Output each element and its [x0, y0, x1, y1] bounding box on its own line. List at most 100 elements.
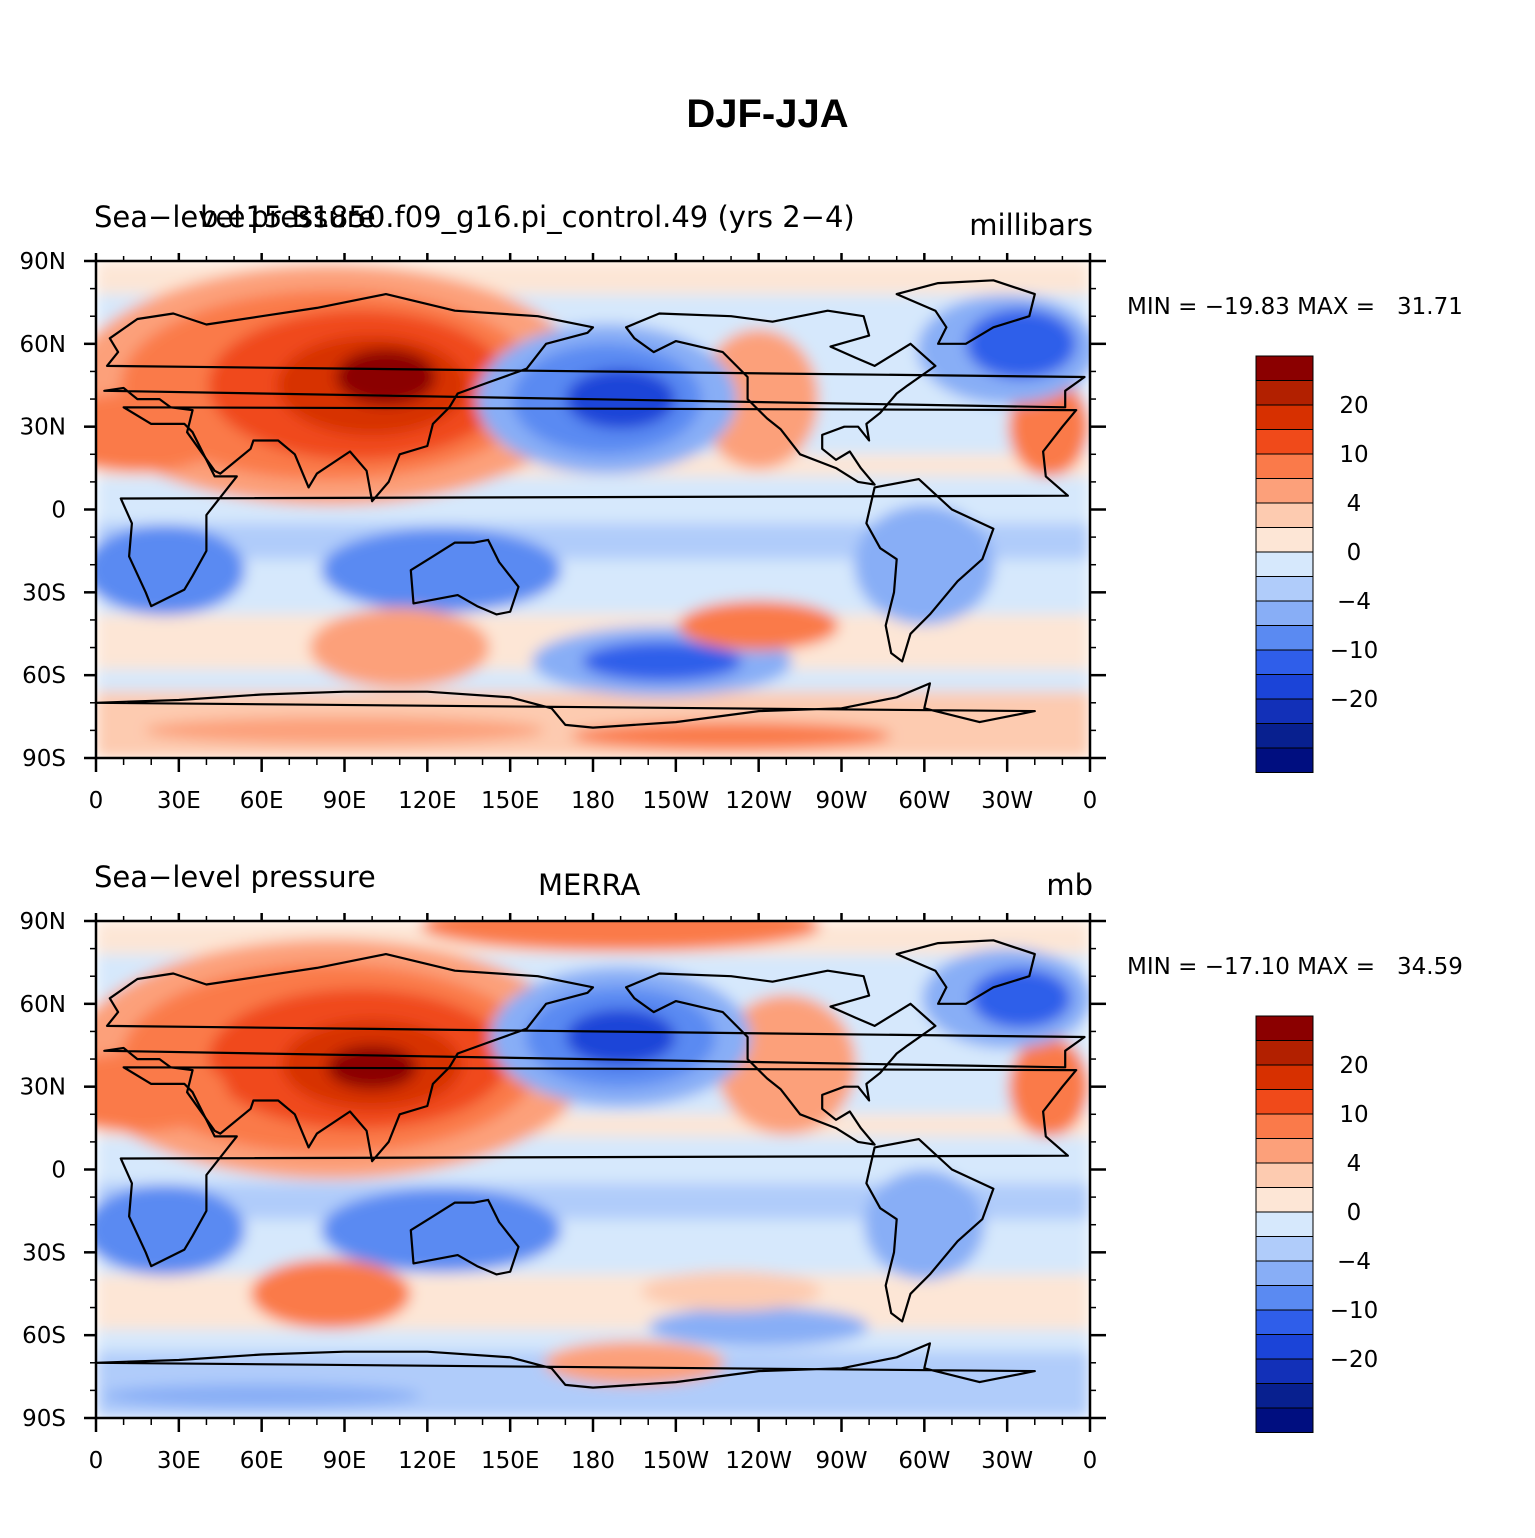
pressure-anomaly-region: [1008, 1036, 1089, 1137]
colorbar-label: −4: [1337, 589, 1371, 615]
lon-tick-label: 150W: [643, 788, 710, 814]
colorbar-swatch: [1255, 1064, 1314, 1090]
lat-tick-label: 60N: [20, 992, 66, 1018]
lat-tick-label: 30S: [22, 1240, 66, 1266]
lon-tick-label: 120E: [398, 1448, 456, 1474]
colorbar-swatch: [1255, 1236, 1314, 1262]
colorbar-label: 0: [1347, 1200, 1362, 1226]
pressure-anomaly-region: [250, 1258, 411, 1329]
panel-right-string: mb: [1046, 868, 1093, 902]
colorbar-swatch: [1255, 1309, 1314, 1335]
lat-tick-label: 90S: [22, 746, 66, 772]
colorbar-swatch: [1255, 1285, 1314, 1311]
africa-coastline: [119, 1066, 1078, 1268]
pressure-anomaly-region: [96, 1052, 228, 1133]
south-america-coastline: [865, 1138, 995, 1323]
pressure-anomaly-region: [96, 1185, 246, 1276]
south-america-coastline: [865, 478, 995, 663]
colorbar-label: 0: [1347, 540, 1362, 566]
colorbar-swatch: [1255, 502, 1314, 528]
lon-tick-label: 60W: [898, 1448, 950, 1474]
colorbar-swatch: [1255, 649, 1314, 675]
pressure-anomaly-region: [309, 607, 490, 688]
lon-tick-label: 0: [89, 1448, 104, 1474]
lat-tick-label: 90N: [20, 249, 66, 275]
main-title: DJF-JJA: [686, 92, 849, 136]
lon-tick-label: 0: [89, 788, 104, 814]
colorbar-swatch: [1255, 429, 1314, 455]
colorbar-label: 4: [1347, 1151, 1362, 1177]
lon-tick-label: 120W: [725, 1448, 792, 1474]
lat-tick-label: 30S: [22, 580, 66, 606]
lon-tick-label: 150E: [481, 1448, 539, 1474]
north-america-coastline: [625, 969, 937, 1146]
lon-tick-label: 180: [571, 1448, 615, 1474]
australia-coastline: [409, 1198, 520, 1276]
lon-tick-label: 90W: [815, 788, 867, 814]
map-plot-model: 90N 60N 30N 0 30S 60S 90S 0 30E 60E 90E 120E 150E 180…: [20, 249, 1379, 814]
colorbar-swatch: [1255, 1211, 1314, 1237]
lon-tick-label: 30E: [157, 1448, 201, 1474]
colorbar-label: −10: [1330, 638, 1379, 664]
lon-tick-label: 120E: [398, 788, 456, 814]
colorbar-swatch: [1255, 698, 1314, 724]
lat-tick-label: 30N: [20, 1075, 66, 1101]
panel-center-string: b.e15.B1850.f09_g16.pi_control.49 (yrs 2…: [200, 200, 855, 234]
pressure-anomaly-band: [96, 1274, 1090, 1330]
pressure-anomaly-region: [321, 528, 562, 613]
lat-tick-label: 30N: [20, 415, 66, 441]
colorbar-swatch: [1255, 551, 1314, 577]
pressure-anomaly-region: [648, 1306, 869, 1347]
colorbar-swatch: [1255, 1358, 1314, 1384]
colorbar-swatch: [1255, 1260, 1314, 1286]
antarctica-coastline: [96, 1342, 1036, 1389]
pressure-anomaly-region: [335, 348, 436, 405]
lon-tick-label: 30W: [981, 788, 1033, 814]
map-panel-merra: 90N 60N 30N 0 30S 60S 90S 0 30E 60E 90E 120E 150E 180…: [0, 840, 1535, 1480]
lat-tick-label: 0: [51, 1158, 66, 1184]
lon-tick-label: 90E: [323, 788, 367, 814]
lat-tick-label: 60S: [22, 663, 66, 689]
panel-center-string: MERRA: [538, 868, 641, 902]
pressure-anomaly-region: [96, 392, 228, 473]
pressure-anomaly-region: [420, 921, 821, 952]
lon-tick-label: 60E: [240, 788, 284, 814]
lon-tick-label: 180: [571, 788, 615, 814]
lon-tick-label: 0: [1083, 788, 1098, 814]
pressure-anomaly-region: [582, 641, 743, 682]
colorbar-swatch: [1255, 1383, 1314, 1409]
colorbar-swatch: [1255, 1089, 1314, 1115]
colorbar-swatch: [1255, 1334, 1314, 1360]
colorbar-swatch: [1255, 1113, 1314, 1139]
pressure-anomaly-region: [321, 1188, 562, 1273]
colorbar-swatch: [1255, 674, 1314, 700]
colorbar-swatch: [1255, 380, 1314, 406]
lon-tick-label: 90W: [815, 1448, 867, 1474]
lon-tick-label: 120W: [725, 788, 792, 814]
colorbar-swatch: [1255, 1015, 1314, 1041]
pressure-anomaly-region: [678, 600, 839, 651]
lon-tick-label: 150W: [643, 1448, 710, 1474]
pressure-anomaly-region: [864, 1169, 985, 1280]
north-america-coastline: [625, 309, 937, 486]
map-plot-merra: 90N 60N 30N 0 30S 60S 90S 0 30E 60E 90E 120E 150E 180…: [20, 909, 1379, 1474]
lat-tick-label: 60S: [22, 1323, 66, 1349]
colorbar-swatch: [1255, 478, 1314, 504]
lon-tick-label: 90E: [323, 1448, 367, 1474]
colorbar-swatch: [1255, 576, 1314, 602]
colorbar-label: −20: [1330, 687, 1379, 713]
colorbar-label: 20: [1339, 1053, 1368, 1079]
lon-tick-label: 30E: [157, 788, 201, 814]
greenland-coastline: [895, 939, 1036, 1005]
pressure-anomaly-region: [641, 1270, 822, 1311]
lon-tick-label: 60E: [240, 1448, 284, 1474]
colorbar-label: 4: [1347, 491, 1362, 517]
lon-tick-label: 0: [1083, 1448, 1098, 1474]
colorbar-swatch: [1255, 527, 1314, 553]
map-panel-model: 90N 60N 30N 0 30S 60S 90S 0 30E 60E 90E 120E 150E 180…: [0, 180, 1535, 820]
africa-coastline: [119, 406, 1078, 608]
greenland-coastline: [895, 279, 1036, 345]
colorbar-label: −20: [1330, 1347, 1379, 1373]
eurasia-coastline: [103, 953, 1086, 1163]
antarctica-coastline: [96, 682, 1036, 729]
